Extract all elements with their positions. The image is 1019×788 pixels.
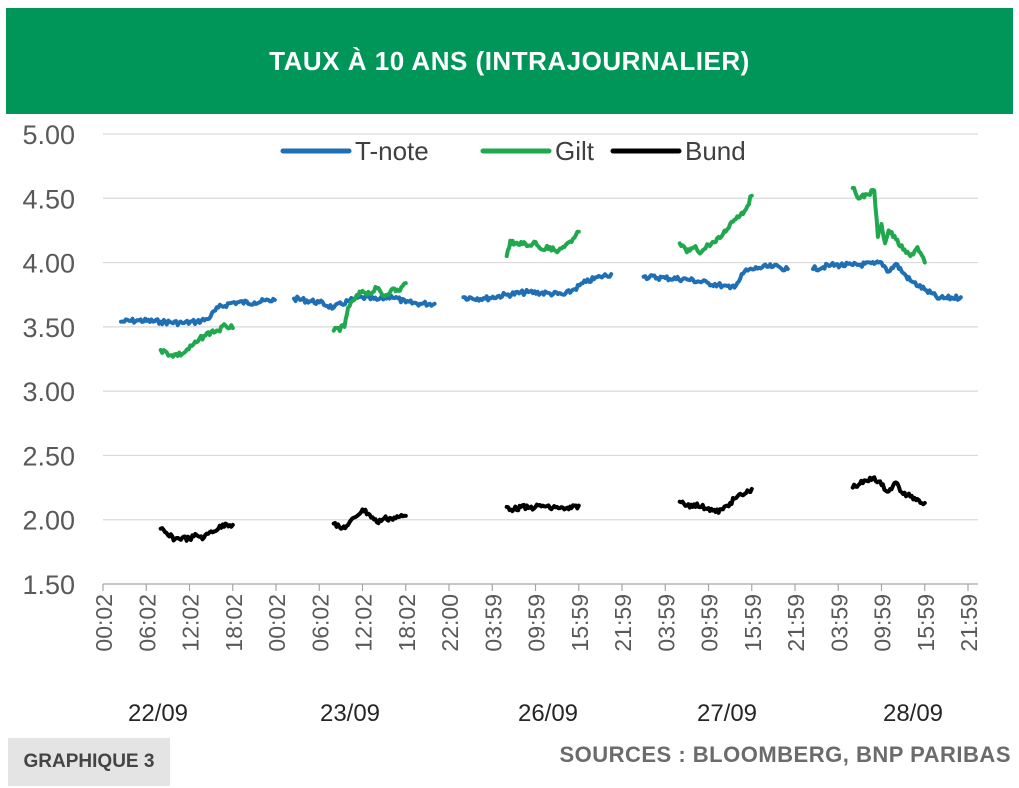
- y-tick-label: 4.00: [22, 249, 75, 279]
- y-tick-label: 2.00: [22, 506, 75, 536]
- x-tick-label: 03:59: [826, 594, 852, 652]
- series-line-bund: [158, 521, 235, 543]
- legend-label: Bund: [685, 136, 746, 166]
- y-tick-label: 5.00: [22, 120, 75, 150]
- x-tick-label: 15:59: [740, 594, 766, 652]
- series-line-bund: [677, 486, 754, 515]
- x-tick-label: 06:02: [307, 594, 333, 652]
- x-tick-label: 21:59: [610, 594, 636, 652]
- x-tick-label: 06:02: [134, 594, 160, 652]
- series-line-tnote: [641, 262, 790, 291]
- series-line-tnote: [461, 272, 614, 303]
- x-tick-label: 21:59: [956, 594, 982, 652]
- x-tick-label: 21:59: [783, 594, 809, 652]
- y-tick-label: 3.50: [22, 313, 75, 343]
- sources-note: SOURCES : BLOOMBERG, BNP PARIBAS: [559, 742, 1011, 767]
- day-label: 26/09: [518, 700, 578, 727]
- x-tick-label: 15:59: [567, 594, 593, 652]
- chart-header: TAUX À 10 ANS (INTRAJOURNALIER): [6, 8, 1013, 114]
- series-line-gilt: [331, 281, 408, 333]
- figure-label: GRAPHIQUE 3: [23, 751, 155, 772]
- x-tick-label: 00:02: [264, 594, 290, 652]
- y-tick-label: 2.50: [22, 441, 75, 471]
- x-tick-label: 18:02: [221, 594, 247, 652]
- day-label: 23/09: [320, 700, 380, 727]
- series-line-tnote: [292, 293, 437, 311]
- series-line-gilt: [677, 193, 754, 256]
- series-line-tnote: [811, 259, 963, 302]
- legend-label: T-note: [355, 136, 429, 166]
- x-tick-label: 09:59: [870, 594, 896, 652]
- y-tick-label: 3.00: [22, 377, 75, 407]
- x-tick-label: 03:59: [480, 594, 506, 652]
- series-line-gilt: [158, 322, 235, 359]
- axes: 5.00 4.50 4.00 3.50 3.00 2.50 2.00 1.50 00:02 06:…: [22, 120, 982, 727]
- day-label: 22/09: [128, 700, 188, 727]
- day-label: 27/09: [697, 700, 757, 727]
- x-tick-label: 18:02: [394, 594, 420, 652]
- x-tick-label: 22:00: [437, 594, 463, 652]
- x-tick-label: 12:02: [351, 594, 377, 652]
- x-tick-label: 09:59: [697, 594, 723, 652]
- series-line-bund: [504, 502, 581, 514]
- figure-label-badge: GRAPHIQUE 3: [8, 738, 170, 786]
- day-label: 28/09: [883, 700, 943, 727]
- x-tick-label: 09:59: [524, 594, 550, 652]
- chart-title: TAUX À 10 ANS (INTRAJOURNALIER): [269, 45, 750, 76]
- legend-label: Gilt: [555, 136, 595, 166]
- line-chart: 5.00 4.50 4.00 3.50 3.00 2.50 2.00 1.50 00:02 06:…: [22, 120, 982, 727]
- series-line-bund: [331, 507, 408, 531]
- x-tick-label: 03:59: [653, 594, 679, 652]
- x-tick-label: 12:02: [178, 594, 204, 652]
- series-line-gilt: [850, 186, 927, 265]
- series-line-bund: [850, 475, 927, 507]
- series-line-tnote: [119, 296, 277, 328]
- y-tick-label: 1.50: [22, 570, 75, 600]
- series-line-gilt: [504, 229, 581, 259]
- legend: T-note Gilt Bund: [280, 136, 746, 166]
- series-lines: [119, 186, 963, 543]
- y-tick-label: 4.50: [22, 184, 75, 214]
- x-tick-label: 00:02: [91, 594, 117, 652]
- x-tick-label: 15:59: [913, 594, 939, 652]
- grid-lines: [103, 133, 978, 585]
